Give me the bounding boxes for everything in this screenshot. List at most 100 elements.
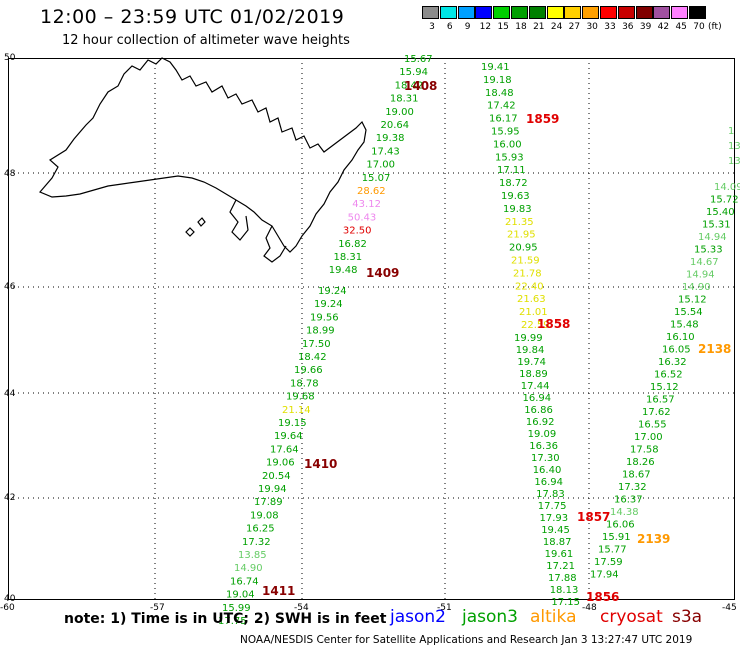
track-b-value: 16.74 <box>230 576 259 587</box>
pass-time-1858: 1858 <box>537 317 570 331</box>
track-e-value: 16.10 <box>666 332 695 343</box>
track-e-value: 14.67 <box>690 257 719 268</box>
track-b-value: 14.90 <box>234 563 263 574</box>
lat-label-42: 42 <box>4 493 15 503</box>
track-b-value: 19.24 <box>318 286 347 297</box>
track-c-value: 22.40 <box>515 281 544 292</box>
lat-label-48: 48 <box>4 169 16 179</box>
coastline <box>39 57 367 263</box>
legend-label-12: 12 <box>479 22 492 32</box>
track-b-value: 17.75 <box>218 616 247 627</box>
track-e-value: 16.55 <box>638 420 667 431</box>
lat-label-50: 50 <box>4 53 16 63</box>
legend-swatch-21 <box>528 6 546 19</box>
track-c-value: 21.35 <box>505 217 534 228</box>
legend-label-21: 21 <box>533 22 545 32</box>
axis-labels: 50 48 46 44 42 40-60 -57 -54 -51 -48 -45 <box>0 53 737 613</box>
legend-swatch-3 <box>422 6 439 19</box>
track-e-value: 16.06 <box>606 520 635 531</box>
track-c-value: 15.93 <box>495 152 524 163</box>
lat-label-46: 46 <box>4 282 16 292</box>
legend-label-24: 24 <box>550 22 563 32</box>
track-d-value: 19.45 <box>541 525 570 536</box>
track-b-value: 18.99 <box>306 326 335 337</box>
track-c-value: 21.78 <box>513 268 542 279</box>
track-b-value: 15.99 <box>222 603 251 614</box>
track-b-value: 19.64 <box>274 431 303 442</box>
track-d-value: 19.84 <box>516 345 545 356</box>
track-b-value: 17.89 <box>254 497 283 508</box>
pass-time-1409: 1409 <box>366 266 399 280</box>
track-c-value: 21.59 <box>511 256 540 267</box>
legend-label-3: 3 <box>429 22 435 32</box>
legend-label-15: 15 <box>497 22 509 32</box>
track-c-value: 19.18 <box>483 75 512 86</box>
track-d-value: 19.61 <box>545 549 574 560</box>
lon-label-w60: -60 <box>0 603 15 613</box>
track-a-value: 19.48 <box>329 265 358 276</box>
satellite-jason2: jason2 <box>390 607 446 627</box>
track-d-value: 18.89 <box>519 369 548 380</box>
newfoundland-coast <box>39 57 367 253</box>
footer-note: note: 1) Time is in UTC; 2) SWH is in fe… <box>64 611 387 627</box>
satellite-altika: altika <box>530 607 577 627</box>
lat-label-40: 40 <box>4 594 16 604</box>
track-c-value: 19.41 <box>481 62 510 73</box>
track-d-value: 16.92 <box>526 417 555 428</box>
legend-swatch-15 <box>493 6 511 19</box>
legend-unit: (ft) <box>708 22 722 32</box>
track-f-value: 1 <box>728 126 734 137</box>
legend-swatch-36 <box>617 6 635 19</box>
track-c-value: 21.95 <box>507 230 536 241</box>
track-e-value: 17.00 <box>634 432 663 443</box>
track-values: 15.67 15.94 18.42 18.31 19.00 20.64 19.38 17.43… <box>218 54 740 627</box>
track-b-value: 19.68 <box>286 392 315 403</box>
legend-swatch-39 <box>635 6 653 19</box>
track-d-value: 19.09 <box>528 429 557 440</box>
track-e-value: 16.37 <box>614 495 643 506</box>
track-c-value: 17.42 <box>487 101 516 112</box>
track-d-value: 16.36 <box>529 441 558 452</box>
track-e-value: 16.57 <box>646 395 675 406</box>
track-b-value: 19.06 <box>266 458 295 469</box>
track-a-value: 43.12 <box>352 199 381 210</box>
track-c-value: 17.11 <box>497 165 526 176</box>
pass-times: 1408 1409 1410 1411 1859 1858 1857 1856 2138 2139 <box>262 79 731 604</box>
track-b-value: 21.14 <box>282 405 311 416</box>
pass-time-1857: 1857 <box>577 510 610 524</box>
track-e-value: 14.94 <box>686 270 715 281</box>
track-e-value: 15.31 <box>702 220 731 231</box>
track-b-value: 17.50 <box>302 339 331 350</box>
lon-label-w51: -51 <box>437 603 452 613</box>
track-d-value: 17.88 <box>548 573 577 584</box>
track-a-value: 18.31 <box>334 252 363 263</box>
track-d-value: 17.83 <box>536 489 565 500</box>
track-d-value: 17.44 <box>521 381 550 392</box>
page-subtitle: 12 hour collection of altimeter wave hei… <box>62 33 350 48</box>
track-a-value: 17.43 <box>371 146 400 157</box>
lon-label-w45: -45 <box>722 603 737 613</box>
legend-swatch-18 <box>511 6 528 19</box>
lon-label-w54: -54 <box>294 603 309 613</box>
track-c-value: 15.95 <box>491 127 520 138</box>
track-d-value: 17.30 <box>531 453 560 464</box>
legend-label-45: 45 <box>675 22 687 32</box>
track-a-value: 50.43 <box>348 212 377 223</box>
track-d-value: 17.75 <box>538 501 567 512</box>
track-a-value: 19.38 <box>376 133 405 144</box>
track-d-value: 17.93 <box>540 513 569 524</box>
satellite-s3a: s3a <box>672 607 703 627</box>
satellite-jason3: jason3 <box>462 607 518 627</box>
legend-swatch-42 <box>653 6 671 19</box>
track-b-value: 20.54 <box>262 471 291 482</box>
track-d-value: 17.15 <box>551 597 580 608</box>
track-e-value: 17.32 <box>618 482 647 493</box>
track-a-value: 16.82 <box>338 239 367 250</box>
legend-swatch-6 <box>439 6 457 19</box>
legend-label-36: 36 <box>622 22 634 32</box>
track-e-value: 16.52 <box>654 370 683 381</box>
track-e-value: 14.09 <box>714 182 740 193</box>
legend-label-33: 33 <box>604 22 616 32</box>
legend-label-27: 27 <box>568 22 581 32</box>
